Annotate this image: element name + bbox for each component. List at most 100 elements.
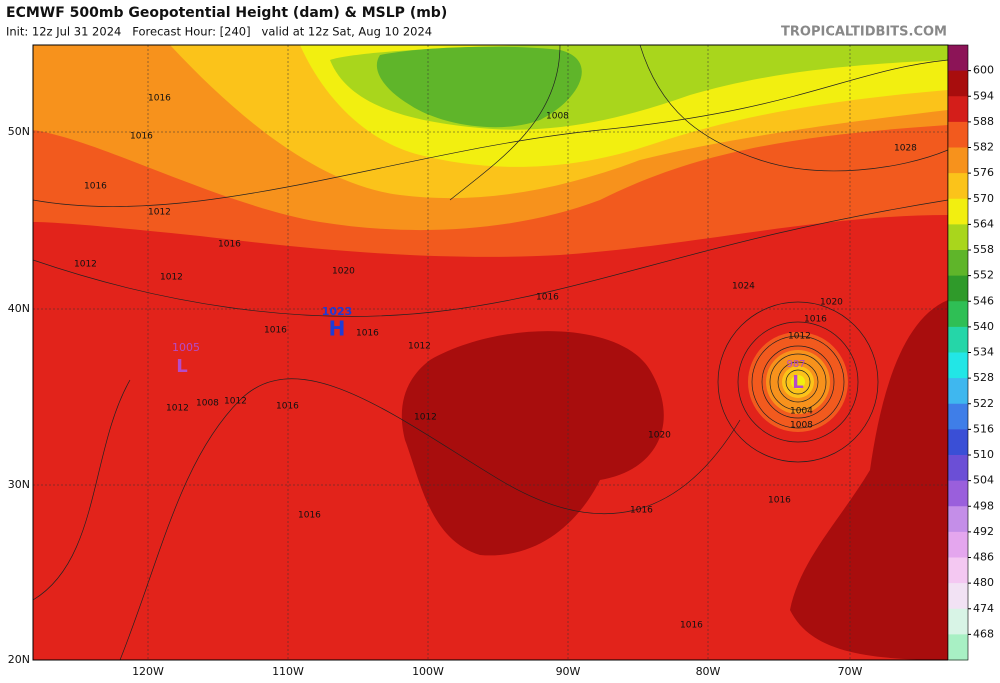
colorbar-label: 540 <box>973 320 994 333</box>
contour-label: 1016 <box>768 496 791 506</box>
contours <box>33 45 948 660</box>
colorbar-segment <box>948 70 968 97</box>
contour-label: 1020 <box>332 267 355 277</box>
colorbar-label: 522 <box>973 397 994 410</box>
center-letter: L <box>792 372 803 393</box>
lon-label: 100W <box>412 665 444 678</box>
colorbar-label: 534 <box>973 346 994 359</box>
colorbar-segment <box>948 326 968 353</box>
contour-label: 1004 <box>790 407 813 417</box>
contour-label: 1016 <box>298 511 321 521</box>
colorbar-segment <box>948 45 968 72</box>
colorbar-label: 498 <box>973 499 994 512</box>
contour-label: 1016 <box>804 315 827 325</box>
lon-label: 120W <box>132 665 164 678</box>
colorbar-label: 492 <box>973 525 994 538</box>
colorbar-segment <box>948 173 968 200</box>
colorbar-label: 594 <box>973 89 994 102</box>
colorbar-segment <box>948 301 968 328</box>
contour-label: 1008 <box>790 421 813 431</box>
contour-label: 1016 <box>218 240 241 250</box>
colorbar-segment <box>948 250 968 277</box>
colorbar-label: 474 <box>973 602 994 615</box>
colorbar-segment <box>948 583 968 610</box>
colorbar-segment <box>948 531 968 558</box>
contour-label: 1016 <box>148 94 171 104</box>
lon-label: 80W <box>696 665 721 678</box>
colorbar-label: 588 <box>973 115 994 128</box>
colorbar-segment <box>948 147 968 174</box>
colorbar-segment <box>948 403 968 430</box>
contour-label: 1016 <box>356 329 379 339</box>
contour-label: 1012 <box>414 413 437 423</box>
title: ECMWF 500mb Geopotential Height (dam) & … <box>6 5 447 21</box>
center-letter: H <box>329 317 346 341</box>
contour-label: 1016 <box>536 293 559 303</box>
contour-label: 1012 <box>166 404 189 414</box>
lat-label: 50N <box>8 125 30 138</box>
colorbar-segment <box>948 96 968 123</box>
subtitle: Init: 12z Jul 31 2024 Forecast Hour: [24… <box>6 25 432 39</box>
colorbar-segment <box>948 455 968 482</box>
center-value: 1023 <box>322 305 353 318</box>
map <box>33 45 948 660</box>
contour-label: 1028 <box>894 144 917 154</box>
pressure-centers: 1023 H 1005 L 987 L <box>172 305 806 393</box>
contour-label: 1016 <box>130 132 153 142</box>
contour-label: 1012 <box>408 342 431 352</box>
colorbar-label: 564 <box>973 217 994 230</box>
contour-label: 1012 <box>788 332 811 342</box>
colorbar-label: 570 <box>973 192 994 205</box>
colorbar-segment <box>948 378 968 405</box>
contour-label: 1012 <box>148 208 171 218</box>
colorbar-segment <box>948 634 968 661</box>
contour-label: 1020 <box>820 298 843 308</box>
colorbar-label: 600 <box>973 64 994 77</box>
colorbar-segment <box>948 352 968 379</box>
center-value: 1005 <box>172 341 200 354</box>
lon-label: 110W <box>272 665 304 678</box>
contour-label: 1016 <box>84 182 107 192</box>
colorbar-label: 576 <box>973 166 994 179</box>
graticule <box>33 45 948 660</box>
lat-label: 20N <box>8 653 30 666</box>
colorbar-segment <box>948 429 968 456</box>
colorbar-segment <box>948 608 968 635</box>
colorbar-segment <box>948 557 968 584</box>
center-letter: L <box>176 356 187 377</box>
colorbar-label: 552 <box>973 269 994 282</box>
colorbar-segment <box>948 224 968 251</box>
colorbar-label: 558 <box>973 243 994 256</box>
colorbar-segment <box>948 198 968 225</box>
colorbar-label: 510 <box>973 448 994 461</box>
colorbar-segment <box>948 480 968 507</box>
axis-labels: 120W 110W 100W 90W 80W 70W 50N 40N 30N 2… <box>8 125 863 678</box>
colorbar-segment <box>948 506 968 533</box>
contour-label: 1008 <box>196 399 219 409</box>
contour-label: 1016 <box>264 326 287 336</box>
lon-label: 90W <box>556 665 581 678</box>
contour-label: 1024 <box>732 282 755 292</box>
contour-label: 1008 <box>546 112 569 122</box>
colorbar-label: 546 <box>973 294 994 307</box>
colorbar-label: 468 <box>973 627 994 640</box>
center-value: 987 <box>786 359 805 370</box>
site-credit: TROPICALTIDBITS.COM <box>781 25 947 40</box>
contour-label: 1016 <box>276 402 299 412</box>
colorbar: 600 594 588 582 576 570 564 558 552 546 540 534 528 5… <box>947 44 994 661</box>
colorbar-label: 528 <box>973 371 994 384</box>
lat-label: 40N <box>8 302 30 315</box>
colorbar-segment <box>948 121 968 148</box>
contour-label: 1020 <box>648 431 671 441</box>
colorbar-label: 504 <box>973 474 994 487</box>
lat-label: 30N <box>8 478 30 491</box>
contour-label: 1012 <box>224 397 247 407</box>
colorbar-label: 516 <box>973 422 994 435</box>
colorbar-segment <box>948 275 968 302</box>
contour-label: 1016 <box>630 506 653 516</box>
contour-labels: 1016 1016 1016 1012 1016 1012 1012 1016 … <box>74 94 917 631</box>
lon-label: 70W <box>838 665 863 678</box>
contour-label: 1012 <box>74 260 97 270</box>
contour-label: 1016 <box>680 621 703 631</box>
contour-label: 1012 <box>160 273 183 283</box>
